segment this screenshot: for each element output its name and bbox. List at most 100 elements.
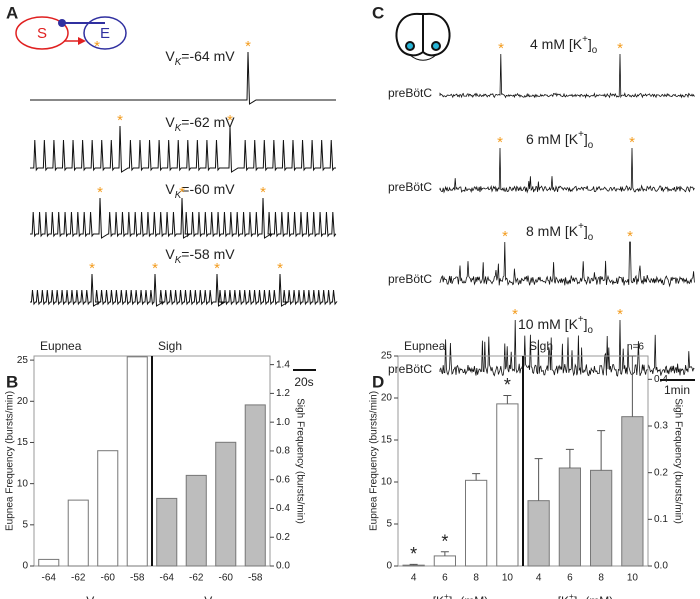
bar: [496, 403, 519, 567]
bar: [244, 404, 266, 567]
sigh-marker: *: [260, 184, 266, 201]
text-part: +: [569, 591, 574, 599]
voltage-trace: [30, 197, 337, 239]
text-part: o: [592, 45, 598, 56]
sigh-marker: *: [502, 228, 508, 245]
y2-tick-label: 0.4: [276, 503, 290, 514]
error-bar: [472, 473, 481, 481]
trace-title: 4 mM [K+]o: [530, 34, 598, 56]
x-tick-label: -62: [189, 573, 204, 584]
text-part: o: [588, 140, 594, 151]
sigh-marker: *: [629, 134, 635, 151]
y2-tick-label: 0.1: [654, 514, 668, 525]
error-bar: [565, 448, 574, 468]
trace-title: 8 mM [K+]o: [526, 221, 594, 243]
x-tick-label: 4: [411, 573, 417, 584]
bar: [527, 500, 550, 567]
text-part: 10 mM [K: [518, 316, 579, 332]
x-tick-label: 10: [502, 573, 514, 584]
text-part: +: [444, 591, 449, 599]
text-part: 6 mM [K: [526, 131, 579, 147]
bar: [433, 555, 456, 567]
region-label: preBötC: [388, 86, 432, 100]
y-tick-label: 25: [381, 351, 393, 362]
text-part: V: [165, 181, 175, 197]
text-part: (mM): [582, 594, 613, 599]
sigh-marker: *: [227, 112, 233, 129]
x-tick-label: 6: [442, 573, 448, 584]
x-tick-label: 8: [473, 573, 479, 584]
sigh-marker: *: [617, 40, 623, 57]
bar: [156, 497, 178, 567]
x-tick-label: -60: [219, 573, 234, 584]
y-tick-label: 5: [22, 519, 28, 530]
trace-title: VK=-64 mV: [165, 48, 235, 68]
x-axis-label: VK: [204, 594, 218, 599]
recording-trace: [439, 147, 695, 194]
panel-label: C: [372, 3, 384, 22]
x-tick-label: 8: [598, 573, 604, 584]
recording-trace: [439, 319, 695, 377]
sigh-marker: *: [497, 134, 503, 151]
text-part: K: [175, 57, 182, 68]
y2-tick-label: 0.2: [276, 532, 290, 543]
y2-tick-label: 0.2: [654, 467, 668, 478]
x-tick-label: 10: [627, 573, 639, 584]
sigh-marker: *: [512, 306, 518, 323]
scale-bar-label: 1min: [664, 383, 690, 397]
text-part: V: [86, 594, 94, 599]
text-part: ]: [574, 594, 577, 599]
x-tick-label: -62: [71, 573, 86, 584]
bar: [126, 356, 148, 567]
y-tick-label: 25: [17, 355, 29, 366]
sigh-marker: *: [277, 260, 283, 277]
text-part: K: [175, 123, 182, 134]
y2-tick-label: 1.0: [276, 417, 290, 428]
y-tick-label: 0: [22, 561, 28, 572]
bar: [215, 441, 237, 567]
text-part: 4 mM [K: [530, 36, 583, 52]
y-axis-label: Eupnea Frequency (bursts/min): [369, 391, 380, 531]
text-part: V: [204, 594, 212, 599]
bar: [465, 479, 488, 567]
x-tick-label: -58: [130, 573, 145, 584]
x-axis-label: [K+]o (mM): [433, 591, 489, 599]
text-part: K: [175, 190, 182, 201]
sigh-marker: *: [498, 40, 504, 57]
sigh-marker: *: [245, 38, 251, 55]
diagram: [15, 16, 127, 50]
significance-marker: *: [504, 375, 511, 395]
significance-marker: *: [441, 531, 448, 551]
sigh-marker: *: [214, 260, 220, 277]
y2-tick-label: 1.4: [276, 359, 290, 370]
x-axis-label: VK: [86, 594, 100, 599]
panel-label: B: [6, 372, 18, 391]
error-bar: [409, 563, 418, 566]
voltage-trace: [30, 273, 338, 307]
text-part: [K: [433, 594, 444, 599]
bar: [67, 499, 89, 567]
text-part: o: [588, 232, 594, 243]
recording-trace: [439, 53, 695, 99]
region-label: preBötC: [388, 180, 432, 194]
sigh-marker: *: [617, 306, 623, 323]
y-tick-label: 0: [386, 561, 392, 572]
text-part: +: [578, 314, 584, 325]
text-part: =-62 mV: [181, 114, 235, 130]
text-part: V: [165, 246, 175, 262]
sigh-marker: *: [97, 184, 103, 201]
legend-label: Sigh: [158, 339, 182, 353]
bar: [590, 469, 613, 567]
y2-tick-label: 1.2: [276, 388, 290, 399]
text-part: 8 mM [K: [526, 223, 579, 239]
recording-trace: [439, 241, 695, 288]
legend-label: Sigh: [529, 339, 553, 353]
text-part: ]: [449, 594, 452, 599]
region-label: preBötC: [388, 362, 432, 376]
bar: [185, 474, 207, 567]
trace-title: 6 mM [K+]o: [526, 129, 594, 151]
error-bar: [628, 355, 637, 417]
bar: [38, 558, 60, 567]
panel-label: D: [372, 372, 384, 391]
